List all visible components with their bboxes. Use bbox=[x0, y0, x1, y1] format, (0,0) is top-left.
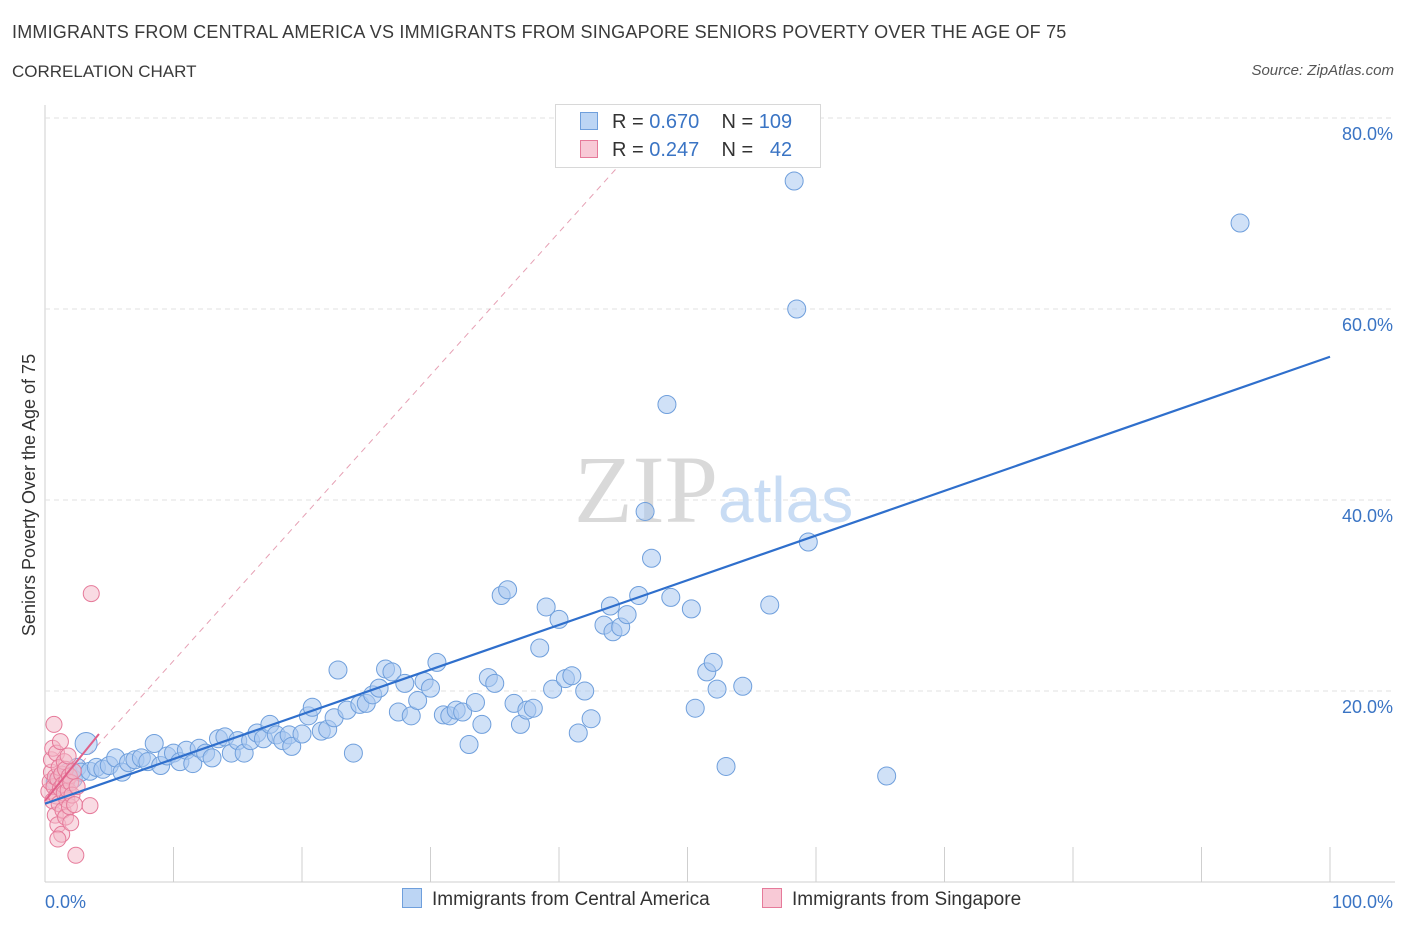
legend-label: Immigrants from Singapore bbox=[792, 889, 1022, 910]
data-point bbox=[74, 732, 98, 756]
data-point bbox=[543, 679, 563, 699]
data-point bbox=[408, 691, 428, 711]
r-label: R = bbox=[612, 111, 644, 133]
legend-label: Immigrants from Central America bbox=[432, 889, 710, 910]
data-point bbox=[49, 830, 67, 848]
trend-line-singapore bbox=[44, 733, 100, 802]
watermark-atlas: atlas bbox=[718, 464, 853, 536]
y-tick-label: 20.0% bbox=[1342, 697, 1393, 717]
y-tick-label: 60.0% bbox=[1342, 315, 1393, 335]
grid-lines bbox=[44, 105, 1395, 883]
data-point bbox=[661, 587, 681, 607]
data-point bbox=[568, 723, 588, 743]
pink-swatch bbox=[580, 140, 598, 158]
data-point bbox=[328, 660, 348, 680]
data-point bbox=[536, 597, 556, 617]
blue-swatch bbox=[580, 112, 598, 130]
data-point bbox=[617, 605, 637, 625]
data-point bbox=[642, 548, 662, 568]
data-point bbox=[421, 678, 440, 698]
blue-swatch bbox=[402, 888, 422, 908]
data-point bbox=[67, 846, 85, 864]
data-point bbox=[703, 652, 723, 672]
data-point bbox=[144, 734, 164, 754]
data-point bbox=[635, 501, 655, 521]
trend-lines bbox=[44, 355, 1331, 805]
y-axis-label: Seniors Poverty Over the Age of 75 bbox=[19, 354, 39, 636]
chart-title: IMMIGRANTS FROM CENTRAL AMERICA VS IMMIG… bbox=[12, 22, 1067, 42]
data-point bbox=[1230, 213, 1250, 233]
data-point bbox=[707, 679, 727, 699]
watermark-zip: ZIP bbox=[574, 436, 718, 543]
data-point bbox=[459, 734, 479, 754]
data-point bbox=[523, 698, 543, 718]
r-label: R = bbox=[612, 139, 644, 161]
x-tick-label-min: 0.0% bbox=[45, 892, 86, 912]
r-value: 0.247 bbox=[649, 139, 700, 161]
bottom-legend-singapore: Immigrants from Singapore bbox=[762, 888, 1021, 911]
data-point bbox=[343, 743, 363, 763]
data-point bbox=[681, 599, 701, 619]
data-point bbox=[51, 733, 69, 751]
trend-line-central-america bbox=[44, 355, 1331, 805]
bottom-legend-central-america: Immigrants from Central America bbox=[402, 888, 710, 911]
data-point bbox=[685, 698, 705, 718]
data-point bbox=[657, 395, 677, 414]
data-point bbox=[453, 702, 473, 722]
data-point bbox=[59, 747, 77, 765]
data-point bbox=[716, 756, 736, 776]
data-point bbox=[733, 676, 753, 696]
data-point bbox=[62, 814, 80, 832]
chart-subtitle: CORRELATION CHART bbox=[12, 62, 197, 81]
data-point bbox=[81, 797, 99, 815]
r-value: 0.670 bbox=[649, 111, 700, 133]
legend-row-central-america: R = 0.670 N = 109 bbox=[580, 111, 792, 137]
data-point bbox=[784, 171, 804, 191]
data-point bbox=[498, 580, 518, 600]
axis-ticks bbox=[173, 847, 1331, 882]
data-point bbox=[66, 796, 84, 814]
n-label: N = bbox=[721, 111, 754, 133]
x-tick-label-max: 100.0% bbox=[1332, 892, 1393, 912]
data-point bbox=[787, 299, 807, 319]
data-point bbox=[395, 673, 415, 693]
y-tick-label: 40.0% bbox=[1342, 506, 1393, 526]
data-point bbox=[575, 681, 595, 701]
n-value: 42 bbox=[769, 139, 793, 161]
data-point bbox=[472, 714, 492, 734]
series-central-america bbox=[45, 171, 1250, 796]
n-label: N = bbox=[721, 139, 754, 161]
data-point bbox=[465, 692, 485, 712]
data-point bbox=[562, 666, 582, 686]
data-point bbox=[760, 595, 780, 615]
data-point bbox=[581, 709, 601, 729]
n-value: 109 bbox=[758, 111, 793, 133]
data-point bbox=[82, 585, 100, 603]
data-point bbox=[485, 673, 505, 693]
data-point bbox=[629, 586, 649, 605]
y-tick-label: 80.0% bbox=[1342, 124, 1393, 144]
source-label: Source: ZipAtlas.com bbox=[1251, 62, 1394, 79]
data-point bbox=[202, 748, 222, 768]
legend-row-singapore: R = 0.247 N = 42 bbox=[580, 139, 792, 165]
pink-swatch bbox=[762, 888, 782, 908]
series-singapore bbox=[40, 585, 100, 864]
data-point bbox=[877, 766, 897, 786]
tick-labels: 20.0% 40.0% 60.0% 80.0% 0.0% 100.0% bbox=[45, 124, 1393, 912]
data-point bbox=[292, 724, 312, 744]
correlation-legend: R = 0.670 N = 109 R = 0.247 N = 42 bbox=[555, 104, 821, 168]
data-point bbox=[282, 736, 302, 756]
data-point bbox=[530, 638, 550, 658]
data-point bbox=[382, 662, 402, 682]
data-point bbox=[45, 715, 63, 733]
